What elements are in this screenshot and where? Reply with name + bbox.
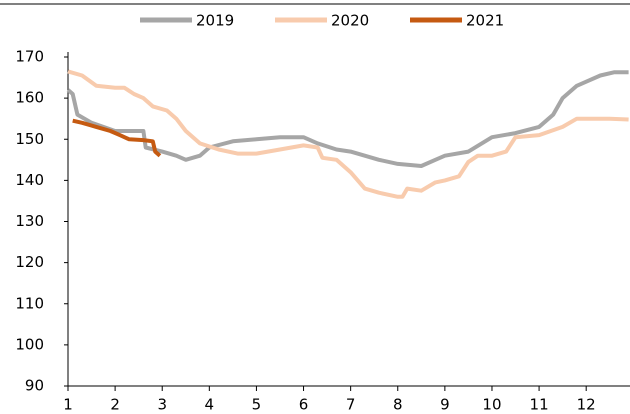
- x-tick-label: 6: [299, 396, 309, 414]
- x-tick-label: 5: [252, 396, 262, 414]
- line-series: [67, 69, 629, 199]
- y-tick-label: 110: [15, 294, 44, 312]
- x-tick-label: 2: [110, 396, 120, 414]
- y-tick-label: 130: [15, 212, 44, 230]
- x-tick-label: 1: [63, 396, 73, 414]
- x-tick-label: 8: [393, 396, 403, 414]
- y-tick-label: 120: [15, 253, 44, 271]
- legend-label: 2021: [466, 12, 504, 30]
- x-tick-label: 3: [157, 396, 167, 414]
- y-tick-label: 140: [15, 171, 44, 189]
- line-series: [72, 118, 162, 158]
- y-tick-label: 90: [25, 377, 44, 395]
- x-tick-label: 7: [346, 396, 356, 414]
- line-series: [66, 70, 629, 168]
- legend-label: 2020: [331, 12, 369, 30]
- y-tick-label: 150: [15, 130, 44, 148]
- y-tick-label: 160: [15, 89, 44, 107]
- y-tick-label: 170: [15, 48, 44, 66]
- y-tick-label: 100: [15, 335, 44, 353]
- x-tick-label: 11: [530, 396, 549, 414]
- x-tick-label: 4: [205, 396, 215, 414]
- x-tick-label: 12: [577, 396, 596, 414]
- x-tick-label: 10: [482, 396, 501, 414]
- legend-label: 2019: [196, 12, 234, 30]
- x-tick-label: 9: [440, 396, 450, 414]
